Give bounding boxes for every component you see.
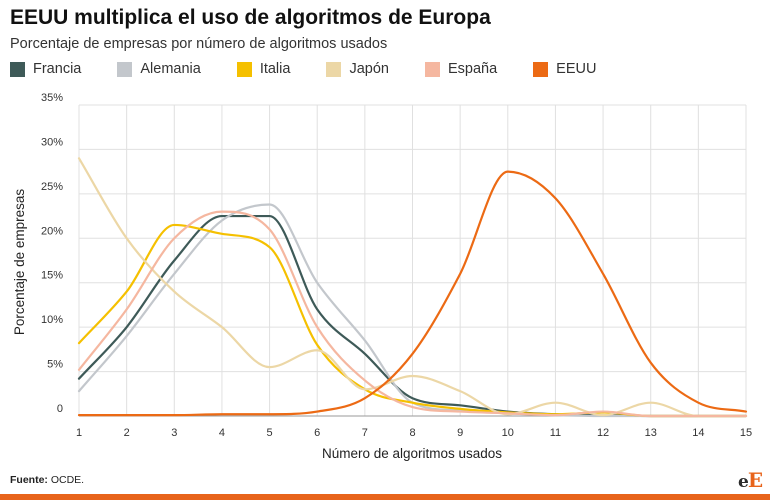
y-tick-label: 20% [41, 225, 63, 237]
series-line-4 [77, 210, 748, 418]
x-tick-label: 13 [645, 427, 657, 439]
legend-item-1: Alemania [117, 61, 201, 77]
x-tick-label: 1 [76, 427, 82, 439]
x-tick-label: 3 [171, 427, 177, 439]
x-axis-ticks: 1 2 3 4 5 6 7 8 9 10 11 12 13 14 15 [76, 427, 752, 439]
legend-item-5: EEUU [533, 61, 596, 77]
x-tick-label: 15 [740, 427, 752, 439]
source-value: OCDE. [50, 474, 85, 486]
chart-lines [77, 157, 748, 418]
chart-grid [78, 104, 747, 417]
legend-item-0: Francia [10, 61, 81, 77]
y-tick-label: 15% [41, 270, 63, 282]
series-line-1 [77, 203, 748, 418]
logo-letter-E: E [747, 468, 763, 492]
source-label: Fuente: [10, 474, 48, 486]
y-tick-label: 35% [41, 92, 63, 104]
legend-label: Italia [259, 61, 291, 77]
x-tick-label: 6 [314, 427, 320, 439]
x-axis-title: Número de algoritmos usados [322, 446, 502, 461]
legend-label: Francia [33, 61, 82, 77]
chart-title: EEUU multiplica el uso de algoritmos de … [10, 6, 491, 29]
series-line-5 [77, 170, 748, 417]
brand-bar [0, 494, 770, 500]
y-tick-label: 30% [41, 136, 63, 148]
logo-letter-e: e [738, 472, 749, 492]
x-tick-label: 11 [550, 427, 561, 439]
legend-label: España [447, 61, 498, 77]
legend-label: Alemania [140, 61, 201, 77]
legend-swatch [326, 61, 342, 77]
legend-swatch [236, 61, 252, 77]
x-tick-label: 7 [362, 427, 368, 439]
y-tick-label: 25% [41, 181, 63, 193]
y-axis-ticks: 0 5% 10% 15% 20% 25% 30% 35% [41, 92, 63, 415]
x-tick-label: 12 [597, 427, 609, 439]
legend-item-4: España [424, 61, 498, 77]
legend-swatch [10, 61, 25, 77]
x-tick-label: 5 [267, 427, 273, 439]
legend-swatch [117, 61, 133, 77]
legend-item-2: Italia [236, 61, 291, 77]
y-tick-label: 10% [41, 314, 63, 326]
legend-item-3: Japón [326, 61, 389, 77]
chart-subtitle: Porcentaje de empresas por número de alg… [10, 36, 388, 52]
legend-label: Japón [349, 61, 389, 77]
x-tick-label: 9 [457, 427, 463, 439]
y-tick-label: 5% [47, 359, 63, 371]
source-note: Fuente: OCDE. [10, 474, 84, 486]
legend-label: EEUU [556, 61, 597, 77]
series-line-3 [77, 157, 748, 418]
x-tick-label: 4 [219, 427, 225, 439]
legend-swatch [424, 61, 440, 77]
legend-swatch [533, 61, 549, 77]
line-chart: 05%10%15%20%25%30%35% 1 2 3 4 5 6 7 8 9 10 11 12 13 1… [12, 92, 752, 461]
x-tick-label: 14 [692, 427, 704, 439]
y-tick-label: 0 [57, 403, 63, 415]
brand-logo: eE [738, 468, 763, 492]
x-tick-label: 10 [502, 427, 514, 439]
x-tick-label: 2 [124, 427, 130, 439]
x-tick-label: 8 [409, 427, 415, 439]
y-axis-title: Porcentaje de empresas [12, 189, 27, 336]
chart-legend: Francia Alemania Italia Japón España EEUU [10, 61, 632, 77]
